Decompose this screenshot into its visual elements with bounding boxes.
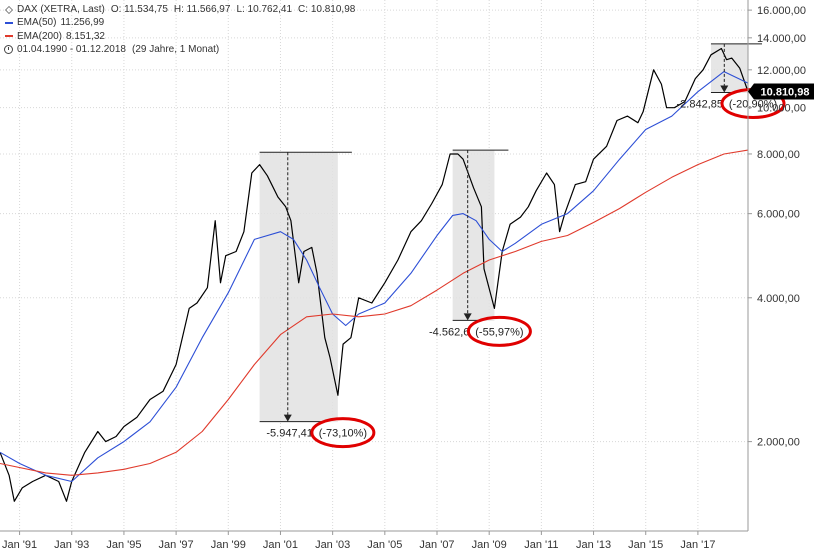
x-tick-label: Jan '05 [367,539,402,551]
drawdown-box [452,150,495,321]
drawdown-arrow-head [463,313,472,321]
ema200-swatch [5,35,13,38]
y-tick-label: 8.000,00 [757,149,800,161]
drawdown-box [710,43,748,93]
ema50-swatch [5,21,13,24]
price-line [0,47,749,502]
low-value: L: 10.762,41 [236,4,293,15]
x-tick-label: Jan '17 [680,539,715,551]
close-value: C: 10.810,98 [298,4,356,15]
drag-handle-icon[interactable] [5,5,13,14]
instrument-name: DAX (XETRA, Last) [17,4,105,15]
x-tick-label: Jan '91 [2,539,37,551]
legend-instrument-row: DAX (XETRA, Last) O: 11.534,75 H: 11.566… [3,3,355,16]
drawdown-box [259,152,338,422]
drawdown-highlight-layer [259,43,748,422]
drawdown-arrow-head [283,414,292,422]
drawdown-value-label: -5.947,41 [266,428,312,440]
annotation-layer: -5.947,41 (-73,10%) -4.562,6 (-55,97%) -2.84… [259,43,786,449]
y-tick-label: 12.000,00 [757,65,806,77]
chart-legend: DAX (XETRA, Last) O: 11.534,75 H: 11.566… [3,3,355,56]
x-tick-label: Jan '93 [54,539,89,551]
x-tick-label: Jan '13 [576,539,611,551]
drawdown-percent-label: (-20,90%) [729,99,777,111]
y-tick-label: 4.000,00 [757,293,800,305]
ema50-line [0,71,749,483]
grid-layer [0,0,748,531]
x-tick-label: Jan '97 [159,539,194,551]
clock-icon [4,45,13,55]
x-tick-label: Jan '15 [628,539,663,551]
ema50-label: EMA(50) [17,17,57,29]
y-tick-label: 2.000,00 [757,437,800,449]
date-range: 01.04.1990 - 01.12.2018 [17,43,126,55]
drawdown-arrow-head [720,85,729,93]
legend-ema50-row[interactable]: EMA(50) 11.256,99 [3,16,355,29]
last-price-marker [748,83,814,100]
x-tick-label: Jan '03 [315,539,350,551]
x-tick-label: Jan '07 [419,539,454,551]
drawdown-ring [310,417,376,449]
drawdown-percent-label: (-73,10%) [319,428,367,440]
ema200-line [0,149,749,476]
y-tick-label: 16.000,00 [757,5,806,17]
drawdown-percent-label: (-55,97%) [475,326,523,338]
x-tick-label: Jan '11 [524,539,558,551]
y-tick-label: 10.000,00 [757,103,806,115]
x-tick-label: Jan '95 [106,539,141,551]
legend-ema200-row[interactable]: EMA(200) 8.151,32 [3,30,355,43]
y-tick-label: 6.000,00 [757,209,800,221]
drawdown-value-label: -2.842,85 [677,99,723,111]
y-tick-label: 14.000,00 [757,33,806,45]
x-tick-label: Jan '99 [211,539,246,551]
x-tick-label: Jan '09 [472,539,507,551]
legend-range-row[interactable]: 01.04.1990 - 01.12.2018 (29 Jahre, 1 Mon… [3,43,355,56]
drawdown-value-label: -4.562,6 [429,326,469,338]
open-value: O: 11.534,75 [110,4,168,15]
drawdown-ring [466,315,532,347]
ema200-value: 8.151,32 [66,30,105,42]
high-value: H: 11.566,97 [173,4,231,15]
last-price-label: 10.810,98 [761,86,810,98]
series-layer [0,47,749,502]
period-length: (29 Jahre, 1 Monat) [131,43,220,55]
ema200-label: EMA(200) [17,30,63,42]
ema50-value: 11.256,99 [60,17,105,29]
x-tick-label: Jan '01 [263,539,298,551]
